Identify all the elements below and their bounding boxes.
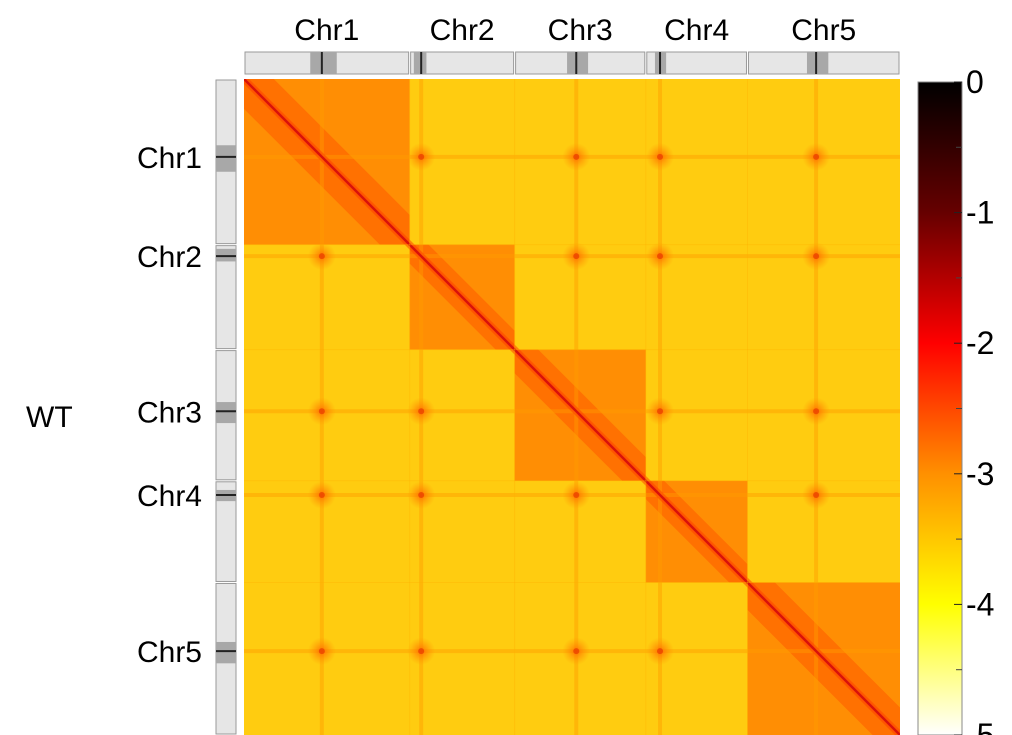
centromere-interaction-core [813, 153, 820, 160]
left-label-chr5: Chr5 [137, 636, 202, 669]
centromere-interaction-core [657, 648, 664, 655]
colorbar-tick-label: -5 [966, 717, 994, 735]
centromere-interaction-core [573, 253, 580, 260]
centromere-interaction-core [318, 648, 325, 655]
track-chr4 [215, 481, 237, 582]
left-label-chr3: Chr3 [137, 396, 202, 429]
centromere-interaction-core [573, 648, 580, 655]
centromere-interaction-core [573, 153, 580, 160]
main-diagonal [244, 79, 900, 735]
top-chromosome-labels: Chr1 Chr2 Chr3 Chr4 Chr5 [294, 14, 856, 47]
contact-heatmap [244, 79, 900, 735]
centromere-interaction-core [657, 408, 664, 415]
top-label-chr1: Chr1 [294, 14, 359, 47]
left-label-chr4: Chr4 [137, 480, 202, 513]
centromere-interaction-core [418, 408, 425, 415]
colorbar-gradient [917, 81, 963, 735]
colorbar-tick-label: -1 [966, 195, 994, 231]
track-chr4 [646, 51, 747, 75]
centromere-interaction-core [573, 492, 580, 499]
pericentromere-band [310, 52, 337, 74]
pericentromere-band [567, 52, 589, 74]
centromere-interaction-core [813, 253, 820, 260]
centromere-interaction-core [418, 648, 425, 655]
pericentromere-band [216, 641, 236, 664]
top-label-chr3: Chr3 [548, 14, 613, 47]
top-label-chr5: Chr5 [791, 14, 856, 47]
centromere-interaction-core [318, 492, 325, 499]
track-chr2 [410, 51, 515, 75]
pericentromere-band [216, 145, 236, 172]
pericentromere-band [216, 402, 236, 424]
pericentromere-band [413, 52, 427, 74]
centromere-interaction-core [813, 408, 820, 415]
colorbar-tick-label: -4 [966, 586, 994, 622]
sample-label: WT [26, 401, 73, 434]
centromere-interaction-core [418, 492, 425, 499]
centromere-interaction-core [657, 253, 664, 260]
top-label-chr2: Chr2 [430, 14, 495, 47]
colorbar: 0 -1 -2 -3 -4 -5 [917, 64, 994, 735]
centromere-interaction-core [418, 153, 425, 160]
left-chromosome-labels: Chr1 Chr2 Chr3 Chr4 Chr5 [137, 142, 202, 669]
top-label-chr4: Chr4 [664, 14, 729, 47]
left-label-chr2: Chr2 [137, 241, 202, 274]
pericentromere-band [216, 248, 236, 262]
centromere-interaction-core [657, 153, 664, 160]
centromere-interaction-core [318, 253, 325, 260]
left-chromosome-track [215, 79, 237, 735]
track-chr2 [215, 245, 237, 350]
pericentromere-band [806, 52, 829, 74]
colorbar-tick-label: 0 [966, 64, 984, 100]
centromere-interaction-core [813, 492, 820, 499]
top-chromosome-track [244, 51, 900, 75]
colorbar-tick-label: -2 [966, 325, 994, 361]
centromere-interaction-core [318, 408, 325, 415]
left-label-chr1: Chr1 [137, 142, 202, 175]
colorbar-tick-label: -3 [966, 456, 994, 492]
